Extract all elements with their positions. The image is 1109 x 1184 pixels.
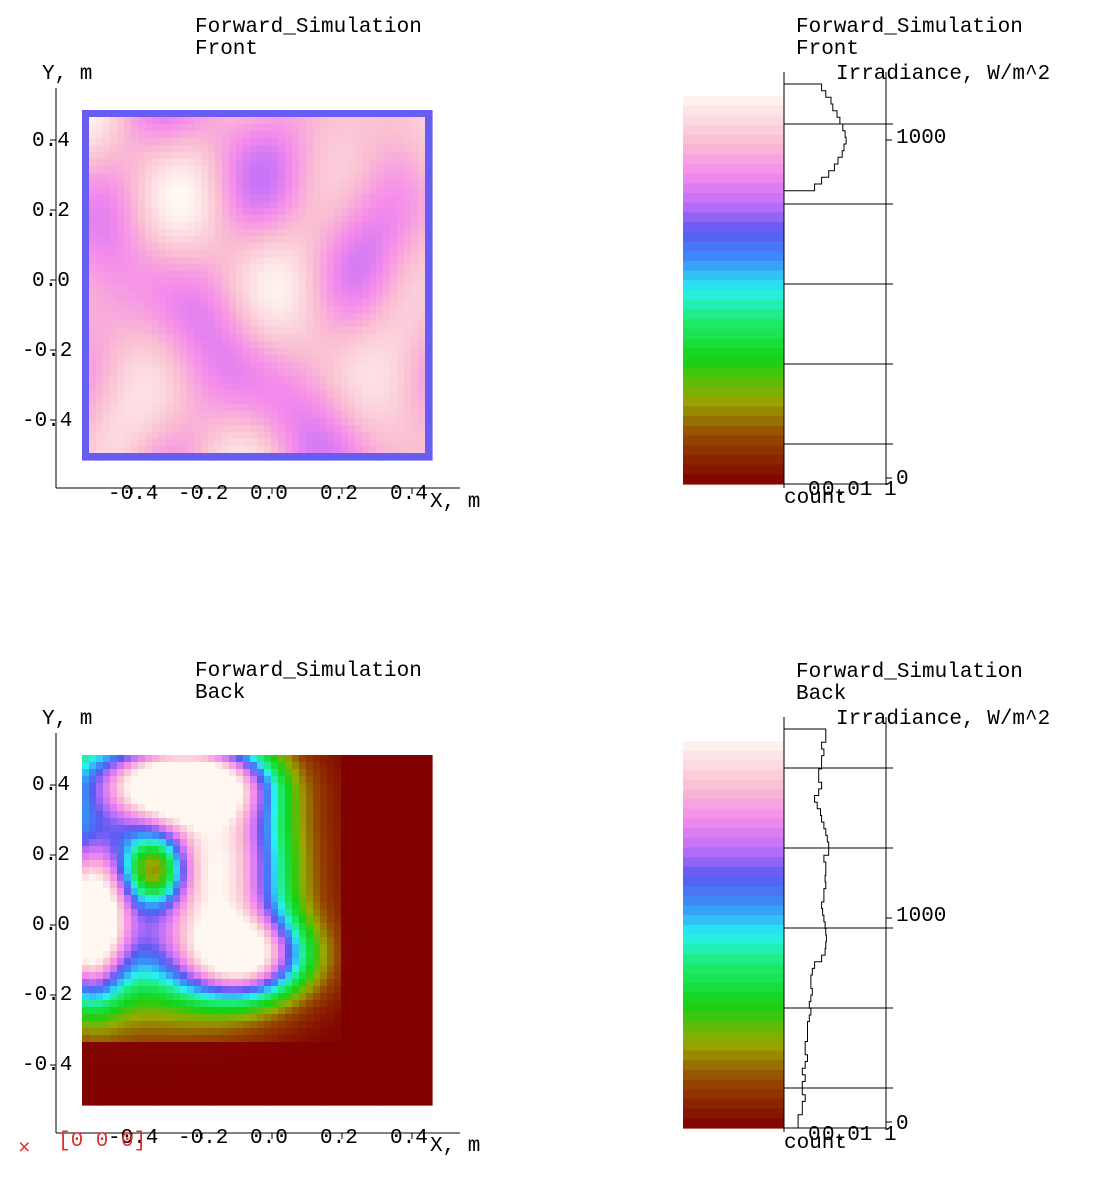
y-tick-label: -0.4 xyxy=(22,1054,73,1077)
hist-subtitle: Front xyxy=(796,38,860,61)
y-tick-label: -0.2 xyxy=(22,340,73,363)
irradiance-map-front xyxy=(82,110,433,461)
y-tick-label: 0.2 xyxy=(32,200,70,223)
x-tick-label: -0.4 xyxy=(108,483,159,506)
cursor-readout: [0 0 0] xyxy=(58,1130,147,1153)
count-tick-label: 0.01 xyxy=(822,1124,873,1147)
colorbar-tick-label: 1000 xyxy=(896,127,947,150)
y-axis-label: Y, m xyxy=(42,708,93,731)
histogram-front xyxy=(784,83,847,192)
x-axis-label: X, m xyxy=(430,1135,481,1158)
y-tick-label: 0.4 xyxy=(32,130,70,153)
y-axis-label: Y, m xyxy=(42,63,93,86)
colorbar-tick-label: 1000 xyxy=(896,905,947,928)
count-axis-label: count xyxy=(784,487,848,510)
map-subtitle: Front xyxy=(195,38,259,61)
x-tick-label: 0.4 xyxy=(390,1127,428,1150)
hist-title: Forward_Simulation xyxy=(796,661,1023,684)
x-tick-label: 0.4 xyxy=(390,483,428,506)
count-tick-label: 0 xyxy=(808,479,821,502)
colorbar-back xyxy=(683,741,784,1129)
x-tick-label: -0.2 xyxy=(178,483,229,506)
x-tick-label: -0.2 xyxy=(178,1127,229,1150)
x-tick-label: 0.0 xyxy=(250,1127,288,1150)
x-tick-label: 0.2 xyxy=(320,483,358,506)
count-tick-label: 1 xyxy=(884,479,897,502)
y-tick-label: 0.2 xyxy=(32,844,70,867)
y-tick-label: 0.4 xyxy=(32,774,70,797)
colorbar-tick-label: 0 xyxy=(896,1113,909,1136)
y-tick-label: 0.0 xyxy=(32,270,70,293)
count-tick-label: 0.01 xyxy=(822,479,873,502)
y-tick-label: -0.2 xyxy=(22,984,73,1007)
count-tick-label: 0 xyxy=(808,1124,821,1147)
hist-subtitle: Back xyxy=(796,683,847,706)
x-tick-label: 0.0 xyxy=(250,483,288,506)
map-title: Forward_Simulation xyxy=(195,16,422,39)
count-tick-label: 1 xyxy=(884,1124,897,1147)
colorbar-front xyxy=(683,96,784,485)
colorbar-label: Irradiance, W/m^2 xyxy=(836,63,1051,86)
colorbar-label: Irradiance, W/m^2 xyxy=(836,708,1051,731)
map-subtitle: Back xyxy=(195,682,246,705)
count-axis-label: count xyxy=(784,1132,848,1155)
histogram-outline xyxy=(784,83,847,192)
cursor-cross-icon: × xyxy=(18,1138,31,1161)
x-tick-label: -0.4 xyxy=(108,1127,159,1150)
irradiance-map-back xyxy=(82,755,433,1106)
y-tick-label: -0.4 xyxy=(22,410,73,433)
hist-title: Forward_Simulation xyxy=(796,16,1023,39)
x-axis-label: X, m xyxy=(430,491,481,514)
colorbar-tick-label: 0 xyxy=(896,468,909,491)
map-title: Forward_Simulation xyxy=(195,660,422,683)
y-tick-label: 0.0 xyxy=(32,914,70,937)
x-tick-label: 0.2 xyxy=(320,1127,358,1150)
